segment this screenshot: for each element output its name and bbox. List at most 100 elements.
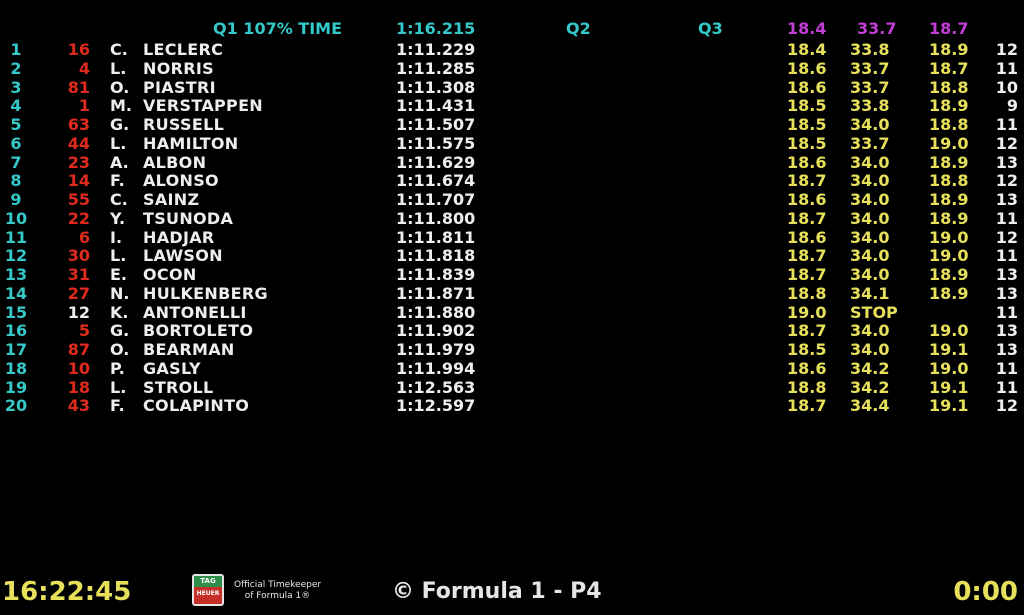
time-remaining: 0:00 — [953, 577, 1018, 607]
sector3-time: 18.9 — [929, 265, 969, 284]
table-row: 10 22 Y. TSUNODA 1:11.800 18.7 34.0 18.9 11 — [0, 208, 1024, 229]
lap-time: 1:11.902 — [396, 321, 476, 341]
q2-label: Q2 — [566, 19, 591, 38]
lap-count: 11 — [995, 58, 1018, 78]
driver-initial: C. — [110, 190, 128, 209]
lap-time: 1:11.979 — [396, 340, 476, 359]
driver-name: NORRIS — [143, 58, 214, 78]
driver-initial: F. — [110, 396, 125, 416]
timekeeper-text: Official Timekeeper of Formula 1® — [234, 580, 322, 601]
sector2-time: 34.0 — [850, 208, 890, 228]
car-number: 14 — [67, 171, 90, 191]
table-row: 1 16 C. LECLERC 1:11.229 18.4 33.8 18.9 12 — [0, 40, 1024, 60]
table-row: 17 87 O. BEARMAN 1:11.979 18.5 34.0 19.1 13 — [0, 340, 1024, 360]
lap-count: 10 — [995, 77, 1018, 97]
car-number: 30 — [67, 246, 90, 266]
table-row: 14 27 N. HULKENBERG 1:11.871 18.8 34.1 18.9 13 — [0, 283, 1024, 304]
lap-count: 13 — [995, 152, 1018, 172]
sector1-time: 18.5 — [787, 96, 827, 116]
sector3-time: 18.9 — [929, 96, 969, 116]
sector3-time: 19.0 — [929, 358, 969, 378]
sector2-time: 33.8 — [850, 40, 890, 59]
sector2-time: 34.0 — [850, 227, 890, 247]
lap-count: 12 — [995, 227, 1018, 247]
driver-name: HULKENBERG — [143, 283, 268, 303]
lap-time: 1:11.285 — [396, 58, 476, 78]
lap-count: 11 — [995, 246, 1018, 266]
position: 9 — [10, 190, 22, 209]
lap-time: 1:11.800 — [396, 208, 476, 228]
position: 13 — [4, 265, 28, 284]
driver-initial: E. — [110, 265, 128, 284]
driver-initial: G. — [110, 321, 130, 341]
sector2-time: 34.0 — [850, 246, 890, 266]
sector3-time: 19.0 — [929, 133, 969, 153]
driver-name: HADJAR — [143, 227, 215, 247]
sector2-time: 34.2 — [850, 377, 890, 397]
sector2-time: 34.1 — [850, 283, 890, 303]
q3-label: Q3 — [698, 19, 723, 38]
position: 15 — [4, 302, 28, 322]
sector2-time: 33.7 — [850, 58, 890, 78]
lap-count: 12 — [995, 40, 1018, 59]
lap-time: 1:11.880 — [396, 302, 476, 322]
sector3-time: 18.9 — [929, 40, 969, 59]
driver-name: HAMILTON — [143, 133, 239, 153]
table-row: 4 1 M. VERSTAPPEN 1:11.431 18.5 33.8 18.9 9 — [0, 96, 1024, 116]
table-row: 2 4 L. NORRIS 1:11.285 18.6 33.7 18.7 11 — [0, 58, 1024, 79]
driver-name: ANTONELLI — [143, 302, 247, 322]
lap-time: 1:11.575 — [396, 133, 476, 153]
sector3-time: 18.9 — [929, 190, 969, 209]
table-row: 11 6 I. HADJAR 1:11.811 18.6 34.0 19.0 12 — [0, 227, 1024, 248]
lap-count: 13 — [995, 265, 1018, 284]
driver-initial: N. — [110, 283, 130, 303]
lap-count: 13 — [995, 340, 1018, 359]
driver-name: ALBON — [143, 152, 207, 172]
table-row: 7 23 A. ALBON 1:11.629 18.6 34.0 18.9 13 — [0, 152, 1024, 173]
car-number: 10 — [67, 358, 90, 378]
driver-initial: O. — [110, 77, 130, 97]
sector2-time: STOP — [850, 302, 898, 322]
lap-time: 1:11.507 — [396, 115, 476, 134]
sector3-time: 18.9 — [929, 283, 969, 303]
driver-name: BORTOLETO — [143, 321, 254, 341]
position: 17 — [4, 340, 28, 359]
position: 2 — [10, 58, 22, 78]
car-number: 5 — [78, 321, 90, 341]
car-number: 43 — [67, 396, 90, 416]
lap-time: 1:11.707 — [396, 190, 476, 209]
lap-count: 11 — [995, 302, 1018, 322]
driver-name: TSUNODA — [143, 208, 234, 228]
driver-name: ALONSO — [143, 171, 219, 191]
sector1-time: 18.7 — [787, 171, 827, 191]
sector1-time: 18.6 — [787, 190, 827, 209]
car-number: 81 — [67, 77, 90, 97]
car-number: 12 — [67, 302, 90, 322]
car-number: 55 — [67, 190, 90, 209]
driver-initial: L. — [110, 58, 127, 78]
driver-initial: F. — [110, 171, 125, 191]
sector1-time: 18.6 — [787, 227, 827, 247]
car-number: 23 — [67, 152, 90, 172]
table-row: 18 10 P. GASLY 1:11.994 18.6 34.2 19.0 11 — [0, 358, 1024, 379]
sector1-time: 18.8 — [787, 283, 827, 303]
sector1-time: 18.4 — [787, 40, 827, 59]
sector1-time: 19.0 — [787, 302, 827, 322]
car-number: 27 — [67, 283, 90, 303]
position: 10 — [4, 208, 28, 228]
table-row: 15 12 K. ANTONELLI 1:11.880 19.0 STOP 11 — [0, 302, 1024, 323]
sector3-time: 19.1 — [929, 340, 969, 359]
driver-name: BEARMAN — [143, 340, 235, 359]
car-number: 44 — [67, 133, 90, 153]
car-number: 6 — [78, 227, 90, 247]
lap-count: 12 — [995, 171, 1018, 191]
lap-time: 1:11.431 — [396, 96, 476, 116]
car-number: 18 — [67, 377, 90, 397]
position: 11 — [4, 227, 28, 247]
driver-initial: M. — [110, 96, 132, 116]
lap-time: 1:11.308 — [396, 77, 476, 97]
position: 3 — [10, 77, 22, 97]
lap-time: 1:11.994 — [396, 358, 476, 378]
position: 14 — [4, 283, 28, 303]
position: 18 — [4, 358, 28, 378]
